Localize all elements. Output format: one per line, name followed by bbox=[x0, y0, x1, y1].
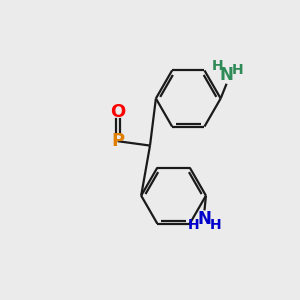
Text: H: H bbox=[188, 218, 199, 232]
Text: H: H bbox=[211, 59, 223, 73]
Text: O: O bbox=[110, 103, 125, 121]
Text: P: P bbox=[111, 132, 124, 150]
Text: N: N bbox=[220, 66, 233, 84]
Text: N: N bbox=[197, 210, 212, 228]
Text: H: H bbox=[232, 63, 244, 76]
Text: H: H bbox=[210, 218, 221, 232]
